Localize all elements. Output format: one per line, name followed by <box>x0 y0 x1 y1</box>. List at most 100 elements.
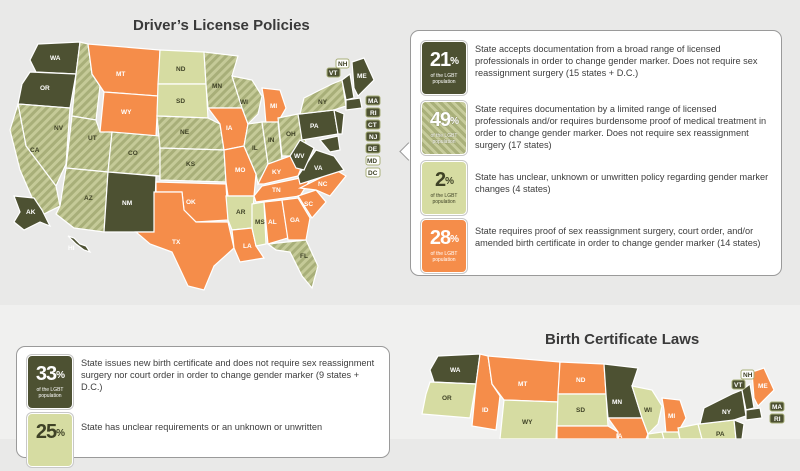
svg-text:OR: OR <box>442 395 452 402</box>
state-ME <box>351 57 375 98</box>
svg-text:WY: WY <box>121 109 132 116</box>
state-AK <box>13 195 52 231</box>
svg-text:ND: ND <box>176 66 186 73</box>
svg-text:NY: NY <box>722 409 732 416</box>
svg-text:NC: NC <box>318 181 328 188</box>
svg-text:NM: NM <box>122 200 132 207</box>
svg-text:LA: LA <box>243 243 252 250</box>
badge-21: 21% of the LGBT population <box>421 41 467 95</box>
state-VA <box>297 149 345 185</box>
bc-state-VT-NH <box>741 382 755 411</box>
svg-text:WI: WI <box>644 407 652 414</box>
svg-text:VT: VT <box>734 382 742 389</box>
legend-row-surgery: 28% of the LGBT population State require… <box>421 219 773 277</box>
badge-49: 49% of the LGBT population <box>421 101 467 155</box>
bc-state-IL <box>647 431 665 439</box>
state-CA <box>9 103 61 217</box>
svg-text:MI: MI <box>668 413 675 420</box>
legend-text: State has unclear requirements or an unk… <box>81 422 323 432</box>
svg-text:NH: NH <box>338 61 348 68</box>
svg-text:IN: IN <box>268 137 275 144</box>
drivers-license-title: Driver’s License Policies <box>133 17 310 34</box>
legend-text: State requires documentation by a limite… <box>475 104 767 150</box>
bc-state-IN <box>661 431 681 439</box>
bc-state-MA-CT-RI <box>745 407 763 421</box>
svg-text:ID: ID <box>482 407 489 414</box>
svg-text:TX: TX <box>172 239 181 246</box>
svg-text:HI: HI <box>68 245 75 252</box>
legend-row-new-certificate: 33% of the LGBT population State issues … <box>27 355 381 413</box>
svg-text:AK: AK <box>26 209 36 216</box>
svg-text:MS: MS <box>255 219 265 226</box>
svg-text:MD: MD <box>367 158 377 165</box>
badge-25: 25% <box>27 413 73 467</box>
svg-text:OR: OR <box>40 85 50 92</box>
svg-text:NY: NY <box>318 99 328 106</box>
svg-text:DE: DE <box>368 146 378 153</box>
svg-text:MT: MT <box>518 381 527 388</box>
state-SC <box>297 189 327 219</box>
bc-state-OH <box>677 423 703 439</box>
legend-text: State requires proof of sex reassignment… <box>475 226 761 248</box>
svg-text:WA: WA <box>50 55 61 62</box>
state-MA-CT-RI <box>345 97 363 111</box>
svg-text:TN: TN <box>272 187 281 194</box>
svg-text:RI: RI <box>370 110 377 117</box>
state-NJ <box>333 109 345 135</box>
svg-text:ME: ME <box>357 73 367 80</box>
legend-row-unclear: 2% of the LGBT population State has uncl… <box>421 161 773 219</box>
legend-text: State has unclear, unknown or unwritten … <box>475 172 769 194</box>
svg-text:MT: MT <box>116 71 125 78</box>
state-WI <box>231 75 263 126</box>
state-MS <box>251 201 267 247</box>
svg-text:UT: UT <box>88 135 97 142</box>
svg-text:GA: GA <box>290 217 300 224</box>
state-WV <box>289 139 315 171</box>
bc-state-WI <box>631 385 663 436</box>
legend-row-limited: 49% of the LGBT population State require… <box>421 101 773 159</box>
state-AZ <box>55 167 109 233</box>
bc-state-NE <box>556 425 621 439</box>
badge-33: 33% of the LGBT population <box>27 355 73 409</box>
svg-text:DC: DC <box>368 170 378 177</box>
svg-text:NE: NE <box>180 129 190 136</box>
svg-text:AZ: AZ <box>84 195 93 202</box>
badge-28: 28% of the LGBT population <box>421 219 467 273</box>
badge-2: 2% of the LGBT population <box>421 161 467 215</box>
state-NE <box>156 115 225 151</box>
drivers-license-legend: 21% of the LGBT population State accepts… <box>410 30 782 276</box>
svg-text:WA: WA <box>450 367 461 374</box>
svg-text:MN: MN <box>612 399 622 406</box>
svg-text:ME: ME <box>758 383 768 390</box>
svg-text:ND: ND <box>576 377 586 384</box>
bc-state-labels: WA OR ID MT WY ND SD MN WI MI IA NY PA M… <box>442 367 768 439</box>
svg-text:AL: AL <box>268 219 277 226</box>
state-VT-NH <box>341 72 355 101</box>
legend-text: State accepts documentation from a broad… <box>475 44 758 78</box>
birth-certificate-title: Birth Certificate Laws <box>545 331 700 348</box>
svg-text:IA: IA <box>226 125 233 132</box>
svg-text:IL: IL <box>252 145 258 152</box>
state-labels: WA OR MT WY ND SD MN NV UT CO CA AZ NM N… <box>26 55 367 260</box>
svg-text:WY: WY <box>522 419 533 426</box>
svg-text:MA: MA <box>368 98 378 105</box>
state-TX <box>134 191 235 291</box>
svg-text:IA: IA <box>616 433 623 439</box>
svg-text:MN: MN <box>212 83 222 90</box>
svg-text:WV: WV <box>294 153 305 160</box>
drivers-license-map: VT NH MA RI CT NJ DE MD DC WA OR MT WY N… <box>9 41 381 291</box>
birth-certificate-map: VT NH MA RI WA OR ID MT WY ND SD MN WI M… <box>421 353 785 439</box>
svg-text:NJ: NJ <box>369 134 378 141</box>
svg-text:MI: MI <box>270 103 277 110</box>
svg-text:NH: NH <box>743 372 753 379</box>
birth-certificate-legend: 33% of the LGBT population State issues … <box>16 346 390 467</box>
svg-text:WI: WI <box>240 99 248 106</box>
legend-text: State issues new birth certificate and d… <box>81 358 375 392</box>
northeast-callouts: VT NH MA RI CT NJ DE MD DC <box>326 58 381 178</box>
svg-text:CO: CO <box>128 150 138 157</box>
svg-text:VT: VT <box>329 70 337 77</box>
bc-callouts: VT NH MA RI <box>731 369 785 424</box>
svg-text:VA: VA <box>314 165 323 172</box>
bc-state-NY <box>699 389 747 425</box>
svg-text:OH: OH <box>286 131 296 138</box>
